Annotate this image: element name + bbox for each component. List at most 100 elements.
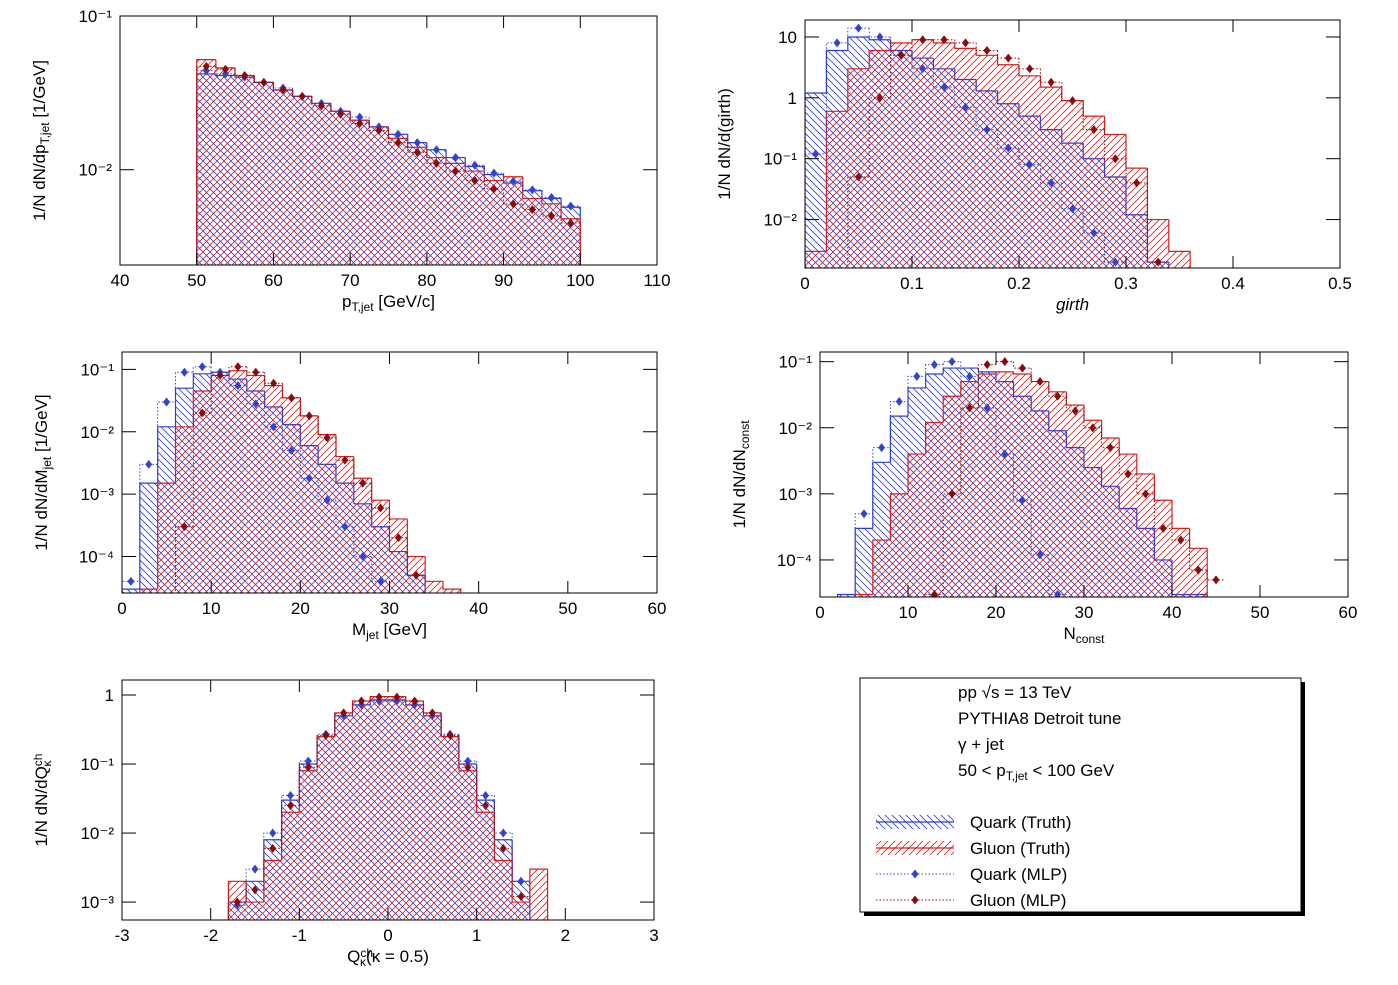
hist-bin	[925, 422, 944, 597]
x-tick-label: 30	[1075, 603, 1094, 622]
hist-bin	[1066, 405, 1084, 597]
legend-header: 50 < pT,jet < 100 GeV	[958, 761, 1115, 783]
hist-bin	[1040, 87, 1062, 268]
mlp-marker	[895, 396, 903, 406]
hist-bin	[350, 120, 370, 265]
label-part: T,jet	[1006, 769, 1029, 783]
mlp-marker	[509, 199, 517, 209]
mlp-marker	[251, 885, 259, 895]
x-tick-label: 30	[380, 599, 399, 618]
mlp-marker	[287, 393, 295, 403]
y-tick-label: 10⁻³	[80, 893, 114, 912]
y-tick-label: 10	[778, 28, 797, 47]
legend-label: Quark (Truth)	[970, 813, 1071, 832]
mlp-marker	[446, 730, 454, 740]
mlp-marker	[393, 692, 401, 702]
mlp-marker	[413, 138, 421, 148]
hist-step	[837, 593, 856, 597]
mlp-step	[246, 385, 265, 405]
x-tick-label: 0	[815, 603, 824, 622]
mlp-step	[997, 50, 1019, 59]
hist-bin	[855, 594, 873, 597]
hist-bin	[484, 180, 504, 265]
hist-bin	[1013, 374, 1032, 597]
mlp-step	[227, 901, 247, 920]
x-tick-label: 20	[291, 599, 310, 618]
mlp-marker	[1089, 423, 1097, 433]
hist-bin	[976, 55, 998, 268]
hist-step	[522, 176, 542, 200]
x-axis-title: Mjet [GeV]	[352, 620, 427, 642]
mlp-step	[1065, 396, 1084, 412]
mlp-marker	[202, 61, 210, 71]
mlp-marker	[517, 892, 525, 902]
mlp-marker	[860, 509, 868, 519]
x-tick-label: 50	[1251, 603, 1270, 622]
mlp-step	[1030, 500, 1049, 556]
mlp-step	[334, 712, 353, 736]
mlp-marker	[567, 201, 575, 211]
mlp-marker	[1004, 53, 1012, 63]
hist-step	[825, 49, 848, 94]
mlp-marker	[855, 23, 862, 33]
hist-step	[541, 190, 562, 200]
mlp-marker	[1018, 495, 1026, 505]
x-tick-label: 60	[648, 599, 667, 618]
mlp-marker	[983, 125, 991, 135]
mlp-marker	[1054, 391, 1062, 401]
mlp-step	[335, 437, 354, 461]
hist-bin	[292, 96, 312, 265]
mlp-step	[263, 832, 282, 870]
mlp-step	[911, 55, 934, 70]
hist-step	[458, 736, 477, 772]
mlp-step	[1018, 58, 1041, 70]
mlp-step	[977, 364, 996, 408]
mlp-marker	[940, 82, 948, 92]
hist-bin	[175, 426, 194, 593]
mlp-step	[1104, 129, 1126, 160]
label-part: jet	[365, 628, 379, 642]
mlp-marker	[269, 843, 277, 853]
x-tick-label: 0.4	[1221, 274, 1245, 293]
mlp-marker	[1001, 449, 1009, 459]
hist-bin	[872, 540, 891, 597]
mlp-step	[493, 805, 513, 849]
mlp-marker	[323, 495, 331, 505]
mlp-step	[317, 415, 336, 439]
label-part: N	[1064, 624, 1076, 643]
mlp-marker	[1177, 535, 1185, 545]
label-part: pp √s = 13 TeV	[958, 683, 1072, 702]
hist-step	[511, 860, 530, 903]
mlp-marker	[490, 184, 498, 194]
hist-bin	[1126, 168, 1148, 268]
mlp-marker	[1026, 160, 1034, 170]
hist-bin	[211, 375, 229, 593]
x-tick-label: 40	[111, 271, 130, 290]
mlp-marker	[878, 443, 886, 453]
x-axis-title: Qch κ(κ = 0.5)	[347, 946, 429, 969]
mlp-step	[316, 734, 335, 768]
label-part: 50 < p	[958, 761, 1006, 780]
mlp-marker	[286, 791, 294, 801]
hist-bin	[441, 736, 459, 920]
hist-step	[911, 39, 934, 43]
hist-bin	[229, 370, 247, 593]
hist-bin	[246, 375, 265, 593]
hist-step	[264, 375, 283, 387]
hist-step	[872, 539, 891, 595]
hist-bin	[196, 59, 216, 265]
hist-step	[1125, 134, 1148, 169]
mlp-marker	[163, 397, 171, 407]
y-axis-title: 1/N dN/dpT,jet [1/GeV]	[30, 60, 52, 221]
label-part: (κ = 0.5)	[366, 947, 429, 966]
label-part: κ	[360, 955, 367, 969]
mlp-marker	[304, 756, 312, 766]
mlp-marker	[1069, 204, 1076, 214]
mlp-step	[1125, 158, 1148, 184]
hist-step	[424, 556, 443, 582]
x-tick-label: 0.1	[900, 274, 924, 293]
x-tick-label: 110	[643, 271, 670, 290]
hist-bin	[281, 812, 300, 920]
